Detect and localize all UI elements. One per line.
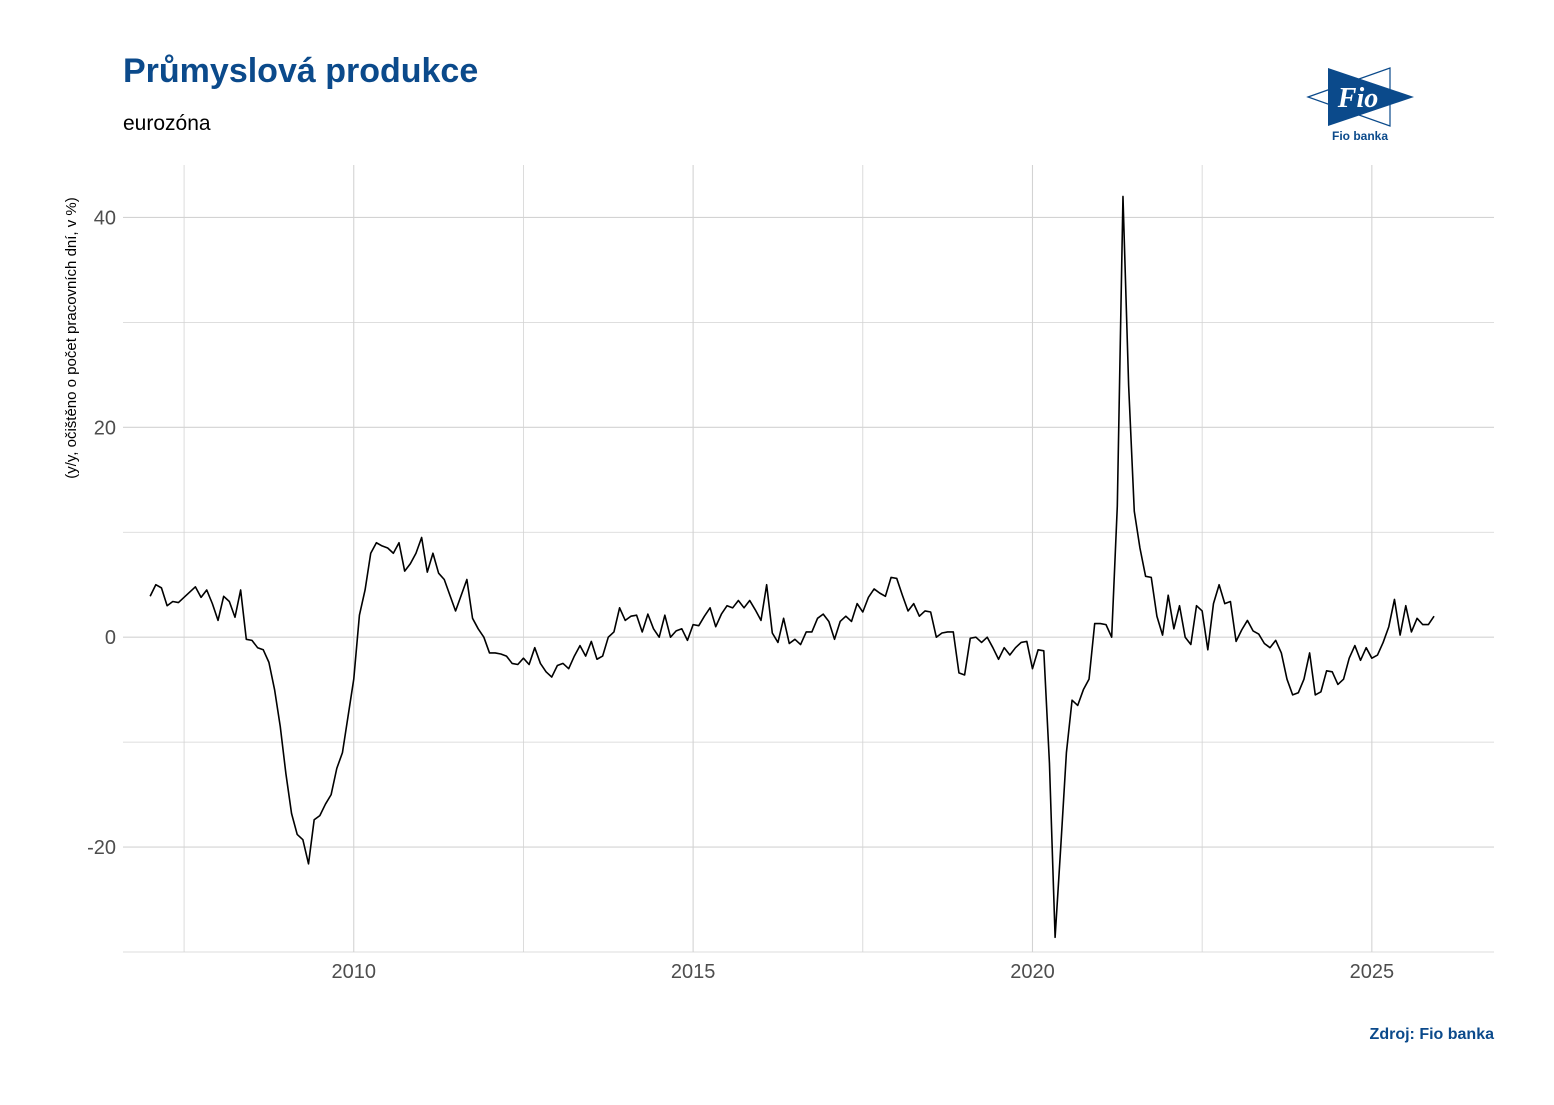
y-tick-labels: -20 0 20 40 xyxy=(87,207,116,859)
chart-grid xyxy=(123,165,1494,953)
logo-mark-text: Fio xyxy=(1337,83,1378,114)
chart-subtitle: eurozóna xyxy=(123,112,211,135)
x-tick-label: 2020 xyxy=(1010,961,1055,983)
y-axis-label: (y/y, očištěno o počet pracovních dní, v… xyxy=(63,197,80,479)
x-tick-label: 2025 xyxy=(1350,961,1395,983)
source-note: Zdroj: Fio banka xyxy=(1369,1026,1494,1043)
chart-title: Průmyslová produkce xyxy=(123,52,479,90)
y-tick-label: 40 xyxy=(94,207,116,229)
x-tick-label: 2010 xyxy=(332,961,377,983)
y-tick-label: 20 xyxy=(94,417,116,439)
series-line xyxy=(149,195,1435,939)
logo-caption: Fio banka xyxy=(1331,129,1388,143)
x-tick-label: 2015 xyxy=(671,961,716,983)
fio-logo-icon: Fio xyxy=(1306,67,1414,127)
x-tick-labels: 2010 2015 2020 2025 xyxy=(332,961,1395,983)
y-tick-label: -20 xyxy=(87,837,116,859)
y-tick-label: 0 xyxy=(105,627,116,649)
